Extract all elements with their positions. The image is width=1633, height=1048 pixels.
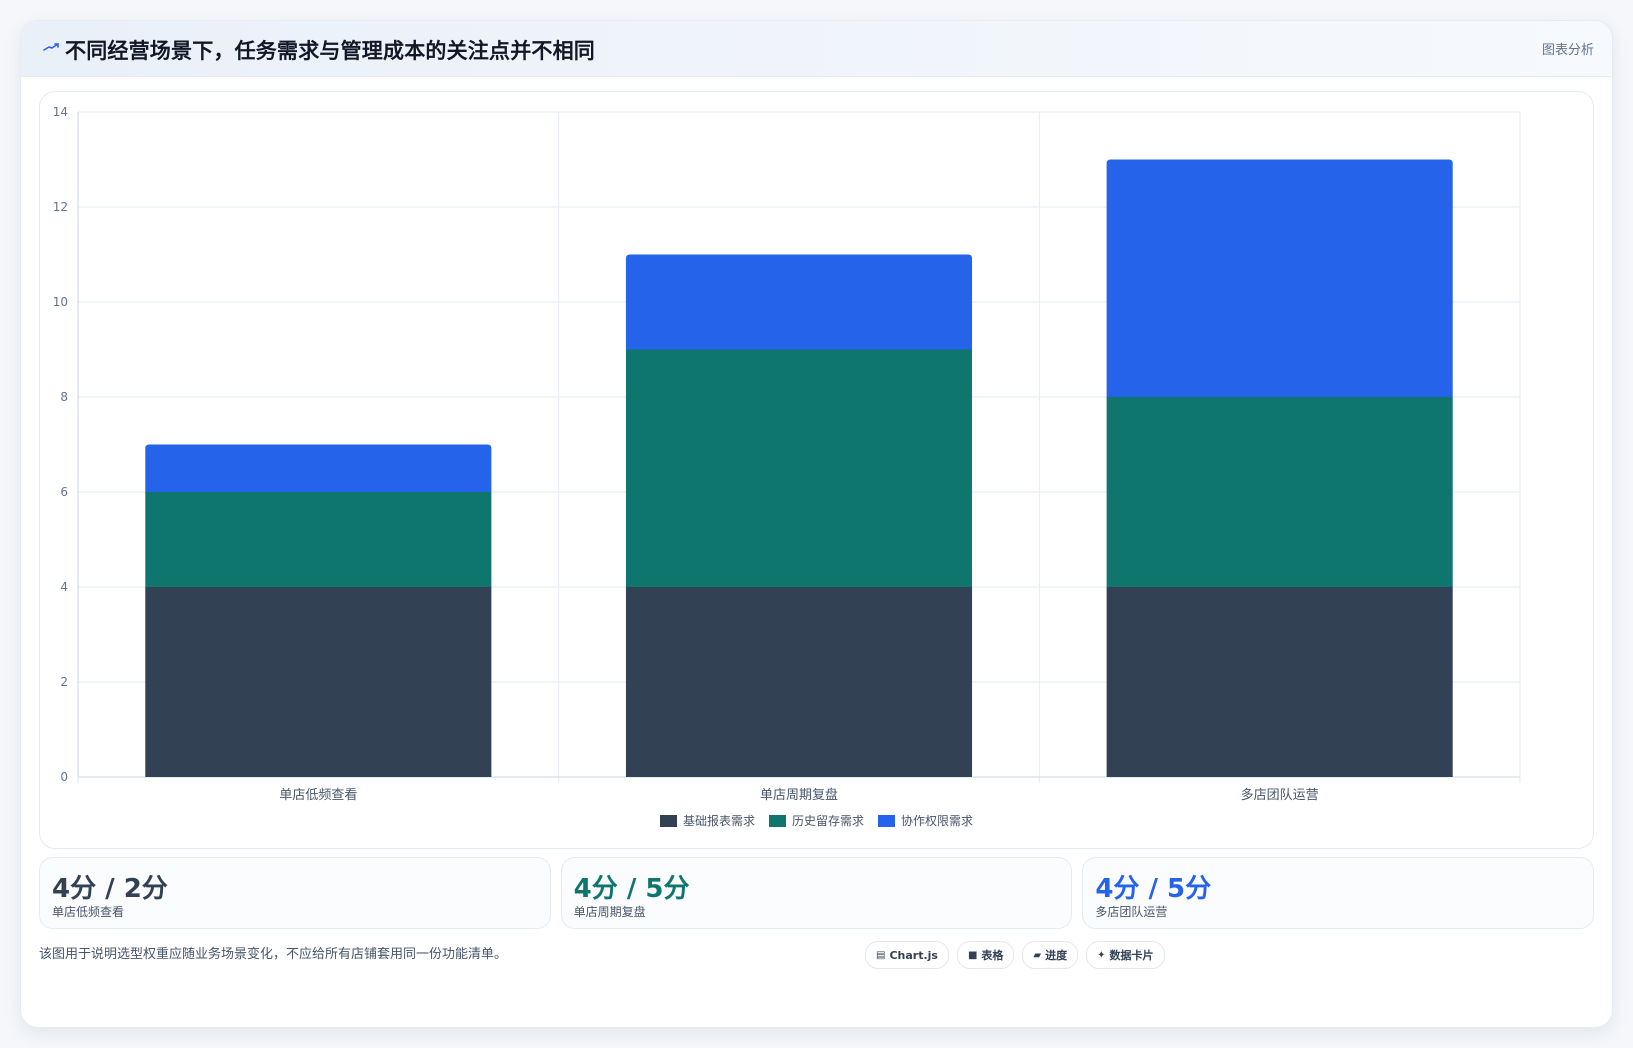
legend-swatch-basic-reports <box>659 814 677 827</box>
table-icon: ■ <box>967 949 978 961</box>
y-tick-label-7: 14 <box>53 105 68 119</box>
chip-label-data-card: 数据卡片 <box>1109 949 1154 962</box>
y-tick-label-1: 2 <box>60 675 68 689</box>
footer-note: 该图用于说明选型权重应随业务场景变化，不应给所有店铺套用同一份功能清单。 <box>39 947 508 962</box>
chart-icon: ▤ <box>876 949 886 961</box>
legend-item-history-retention[interactable]: 历史留存需求 <box>768 812 864 829</box>
bar-1-series-2 <box>625 254 973 350</box>
legend-item-basic-reports[interactable]: 基础报表需求 <box>659 812 755 829</box>
x-tick-label-0: 单店低频查看 <box>279 787 357 803</box>
stat-value-single-low: 4分 / 2分 <box>52 874 168 904</box>
stat-value-single-review: 4分 / 5分 <box>573 874 690 904</box>
legend-label-basic-reports: 基础报表需求 <box>682 814 755 828</box>
legend-label-history-retention: 历史留存需求 <box>791 814 864 828</box>
chip-label-table: 表格 <box>981 949 1004 962</box>
stat-label-single-review: 单店周期复盘 <box>573 905 646 919</box>
bar-1-series-1 <box>625 349 973 587</box>
stat-label-multi-team: 多店团队运营 <box>1095 905 1168 919</box>
chip-table[interactable]: ■ 表格 <box>956 941 1015 969</box>
chart-analysis-link[interactable]: 图表分析 <box>1541 43 1594 58</box>
stats-row: 4分 / 2分 单店低频查看 4分 / 5分 单店周期复盘 4分 / 5分 多店… <box>39 857 1595 929</box>
legend-item-collaboration-permissions[interactable]: 协作权限需求 <box>878 812 973 829</box>
chip-label-progress: 进度 <box>1045 949 1068 962</box>
trend-arrow-icon <box>41 37 61 57</box>
y-tick-label-3: 6 <box>60 485 68 499</box>
x-tick-label-2: 多店团队运营 <box>1241 787 1319 803</box>
card-header: 不同经营场景下，任务需求与管理成本的关注点并不相同 图表分析 <box>21 21 1612 77</box>
bar-2-series-2 <box>1106 159 1453 397</box>
stat-value-multi-team: 4分 / 5分 <box>1095 874 1212 904</box>
stat-card-single-low: 4分 / 2分 单店低频查看 <box>39 857 551 929</box>
chart-card: 不同经营场景下，任务需求与管理成本的关注点并不相同 图表分析 0 2 4 6 8 10 12… <box>20 20 1613 1028</box>
chip-chartjs[interactable]: ▤ Chart.js <box>865 941 949 969</box>
legend-swatch-history-retention <box>768 814 786 827</box>
x-tick-label-1: 单店周期复盘 <box>760 787 838 803</box>
feature-chips: ▤ Chart.js ■ 表格 ▰ 进度 ✦ 数据卡片 <box>865 941 1165 969</box>
y-tick-label-5: 10 <box>53 295 68 309</box>
y-tick-label-4: 8 <box>60 390 68 404</box>
stat-card-single-review: 4分 / 5分 单店周期复盘 <box>560 857 1073 929</box>
bar-2-series-0 <box>1106 587 1453 777</box>
bar-1-series-0 <box>625 587 973 777</box>
y-tick-label-0: 0 <box>60 770 68 784</box>
y-tick-label-6: 12 <box>53 200 68 214</box>
sparkle-icon: ✦ <box>1097 949 1106 961</box>
stat-card-multi-team: 4分 / 5分 多店团队运营 <box>1082 857 1595 929</box>
stat-label-single-low: 单店低频查看 <box>52 905 125 919</box>
bar-0-series-1 <box>145 492 492 587</box>
bar-0-series-0 <box>145 587 492 777</box>
chip-progress[interactable]: ▰ 进度 <box>1022 941 1079 969</box>
progress-icon: ▰ <box>1033 949 1042 961</box>
chip-label-chartjs: Chart.js <box>889 948 938 962</box>
legend-label-collaboration-permissions: 协作权限需求 <box>901 814 974 828</box>
chart-panel: 0 2 4 6 8 10 12 14 单店低频查看 单店周期复盘 多店团队运营 基础报表需求 历史留… <box>39 91 1594 849</box>
legend-swatch-collaboration-permissions <box>878 814 895 827</box>
stacked-bar-chart: 0 2 4 6 8 10 12 14 单店低频查看 单店周期复盘 多店团队运营 <box>53 105 1521 803</box>
y-tick-label-2: 4 <box>60 580 68 594</box>
bar-0-series-2 <box>145 444 492 492</box>
bar-2-series-1 <box>1106 397 1453 587</box>
chip-data-card[interactable]: ✦ 数据卡片 <box>1086 941 1165 969</box>
page-title: 不同经营场景下，任务需求与管理成本的关注点并不相同 <box>65 39 595 63</box>
chart-legend: 基础报表需求 历史留存需求 协作权限需求 <box>40 812 1593 829</box>
